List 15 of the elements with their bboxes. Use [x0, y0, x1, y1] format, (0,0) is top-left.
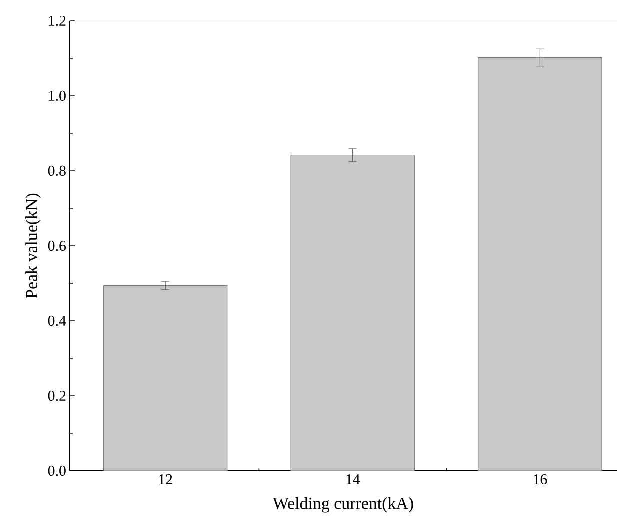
bar: [478, 57, 602, 471]
x-axis-title: Welding current(kA): [272, 497, 414, 513]
bar: [290, 154, 415, 471]
y-tick-label: 1.2: [49, 16, 66, 26]
y-tick-label: 0.4: [48, 316, 66, 326]
y-tick-label: 0.8: [48, 166, 66, 176]
x-tick-label: 16: [534, 474, 548, 485]
y-tick-label: 0.2: [48, 390, 66, 402]
y-axis-title: Peak value(kN): [26, 194, 41, 298]
y-tick-label: 0.6: [48, 240, 66, 252]
x-tick-label: 14: [346, 474, 360, 484]
bar: [103, 285, 228, 471]
y-tick-label: 1.0: [49, 90, 66, 102]
x-tick-label: 12: [159, 474, 172, 484]
y-tick-label: 0.0: [48, 466, 66, 476]
